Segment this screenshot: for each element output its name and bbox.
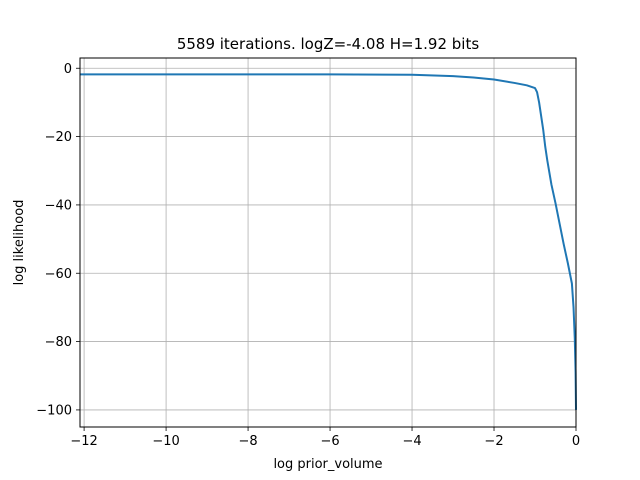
y-tick-label: −80 (45, 335, 72, 350)
x-tick-label: −4 (402, 434, 421, 449)
grid (80, 58, 577, 427)
y-axis-label: log likelihood (12, 200, 27, 286)
y-tick-label: −40 (45, 198, 72, 213)
x-tick-label: −6 (320, 434, 339, 449)
x-tick-label: 0 (572, 434, 580, 449)
x-axis-label: log prior_volume (273, 457, 382, 472)
tick-layer: −12 −10 −8 −6 −4 −2 00−20−40−60−80−100 (36, 62, 580, 449)
x-tick-label: −2 (484, 434, 503, 449)
plot-frame (79, 57, 577, 428)
x-tick-label: −12 (70, 434, 97, 449)
y-tick-label: −100 (36, 403, 72, 418)
y-tick-label: −60 (45, 267, 72, 282)
series-layer (80, 73, 577, 410)
x-tick-label: −8 (238, 434, 257, 449)
chart-title: 5589 iterations. logZ=-4.08 H=1.92 bits (177, 35, 480, 53)
series-line (80, 73, 577, 410)
y-tick-label: 0 (64, 62, 72, 77)
y-tick-label: −20 (45, 130, 72, 145)
x-tick-label: −10 (152, 434, 179, 449)
